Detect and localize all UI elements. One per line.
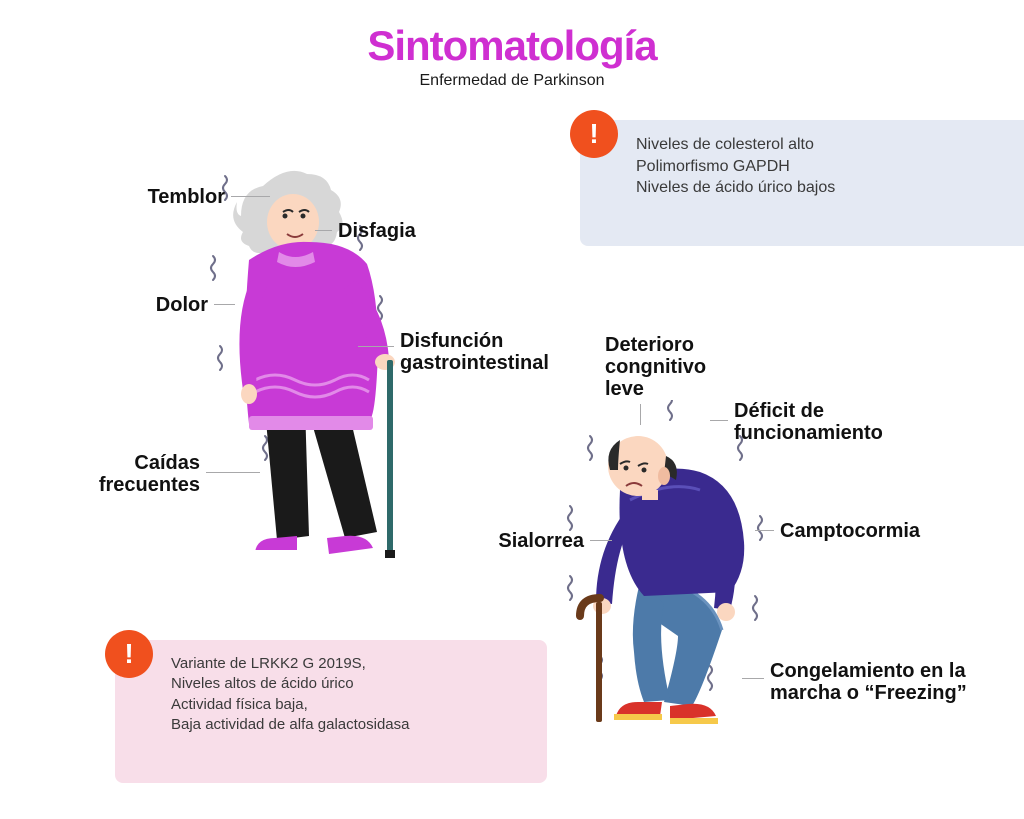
title-block: Sintomatología Enfermedad de Parkinson [0, 22, 1024, 90]
symptom-label-sialorrea: Sialorrea [498, 530, 584, 552]
leader-line-disfagia [315, 230, 332, 231]
symptom-label-disfuncion: Disfunción gastrointestinal [400, 330, 549, 374]
alert-icon: ! [570, 110, 618, 158]
leader-line-camptocormia [755, 530, 774, 531]
figure-man [560, 400, 800, 740]
alert-icon: ! [105, 630, 153, 678]
leader-line-dolor [214, 304, 235, 305]
page-subtitle: Enfermedad de Parkinson [0, 72, 1024, 90]
leader-line-caidas [206, 472, 260, 473]
leader-line-deterioro [640, 404, 641, 425]
leader-line-temblor [231, 196, 270, 197]
symptom-label-deterioro: Deterioro congnitivo leve [605, 334, 706, 400]
callout-text: Niveles de colesterol alto Polimorfismo … [636, 134, 835, 199]
symptom-label-camptocormia: Camptocormia [780, 520, 920, 542]
callout-blue: !Niveles de colesterol alto Polimorfismo… [580, 120, 1024, 246]
symptom-label-dolor: Dolor [156, 294, 208, 316]
page-title: Sintomatología [0, 22, 1024, 70]
callout-pink: !Variante de LRKK2 G 2019S, Niveles alto… [115, 640, 547, 783]
symptom-label-disfagia: Disfagia [338, 220, 416, 242]
leader-line-sialorrea [590, 540, 612, 541]
symptom-label-freezing: Congelamiento en la marcha o “Freezing” [770, 660, 967, 704]
symptom-label-caidas: Caídas frecuentes [99, 452, 200, 496]
leader-line-disfuncion [358, 346, 394, 347]
symptom-label-temblor: Temblor [148, 186, 225, 208]
symptom-label-deficit: Déficit de funcionamiento [734, 400, 883, 444]
leader-line-freezing [742, 678, 764, 679]
callout-text: Variante de LRKK2 G 2019S, Niveles altos… [171, 654, 410, 735]
infographic-canvas: Sintomatología Enfermedad de Parkinson T… [0, 0, 1024, 819]
leader-line-deficit [710, 420, 728, 421]
